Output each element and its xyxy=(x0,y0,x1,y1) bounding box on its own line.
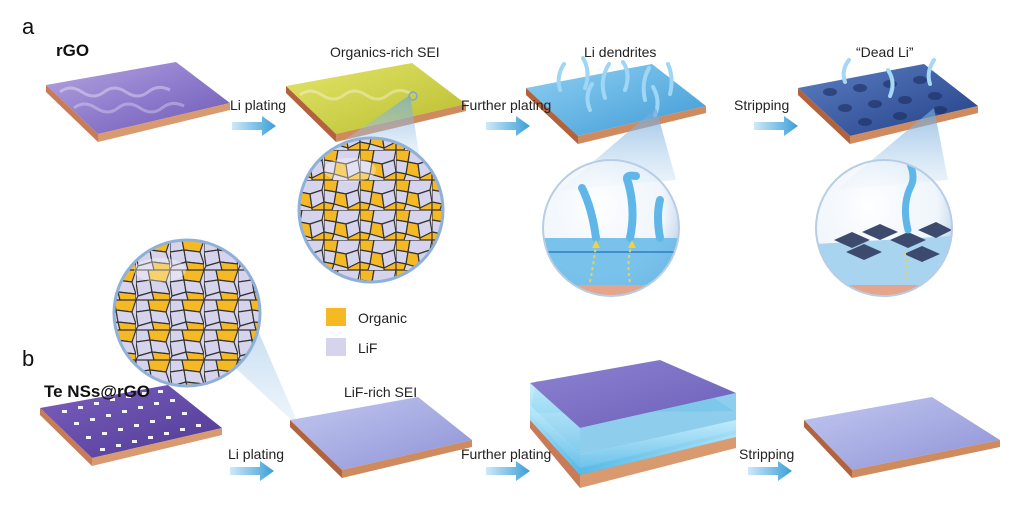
arrow-a3 xyxy=(754,116,798,136)
legend-organic-swatch xyxy=(326,308,346,326)
stripped-plate xyxy=(804,397,1000,478)
sei-grains-zoom xyxy=(297,136,445,284)
dead-li-label: “Dead Li” xyxy=(856,44,914,60)
te-nss-rgo-label: Te NSs@rGO xyxy=(44,382,151,401)
step-a-stripping: Stripping xyxy=(734,97,790,113)
panel-b-letter: b xyxy=(22,346,35,371)
legend-lif-swatch xyxy=(326,338,346,356)
step-a-li-plating: Li plating xyxy=(230,97,287,113)
li-dendrites-label: Li dendrites xyxy=(584,44,657,60)
step-b-li-plating: Li plating xyxy=(228,446,285,462)
legend-organic-label: Organic xyxy=(358,310,408,326)
arrow-a2 xyxy=(486,116,530,136)
li-dendrites-plate xyxy=(526,56,706,144)
arrow-b1 xyxy=(230,461,274,481)
dead-li-zoom xyxy=(815,159,953,297)
dead-li-plate xyxy=(798,58,978,144)
rgo-plate xyxy=(46,62,230,142)
te-nss-rgo-plate xyxy=(40,385,222,466)
step-a-further-plating: Further plating xyxy=(461,97,552,113)
dendrite-zoom xyxy=(542,159,680,297)
lif-sei-label: LiF-rich SEI xyxy=(344,384,418,400)
lif-grains-zoom xyxy=(112,238,262,388)
arrow-a1 xyxy=(232,116,276,136)
dense-li-block xyxy=(530,360,736,488)
panel-a-letter: a xyxy=(22,14,35,39)
legend-lif-label: LiF xyxy=(358,340,378,356)
arrow-b3 xyxy=(748,461,792,481)
lif-sei-plate xyxy=(290,397,472,478)
step-b-further-plating: Further plating xyxy=(461,446,552,462)
rgo-label: rGO xyxy=(56,41,90,60)
organics-sei-label: Organics-rich SEI xyxy=(330,44,440,60)
arrow-b2 xyxy=(486,461,530,481)
step-b-stripping: Stripping xyxy=(739,446,795,462)
